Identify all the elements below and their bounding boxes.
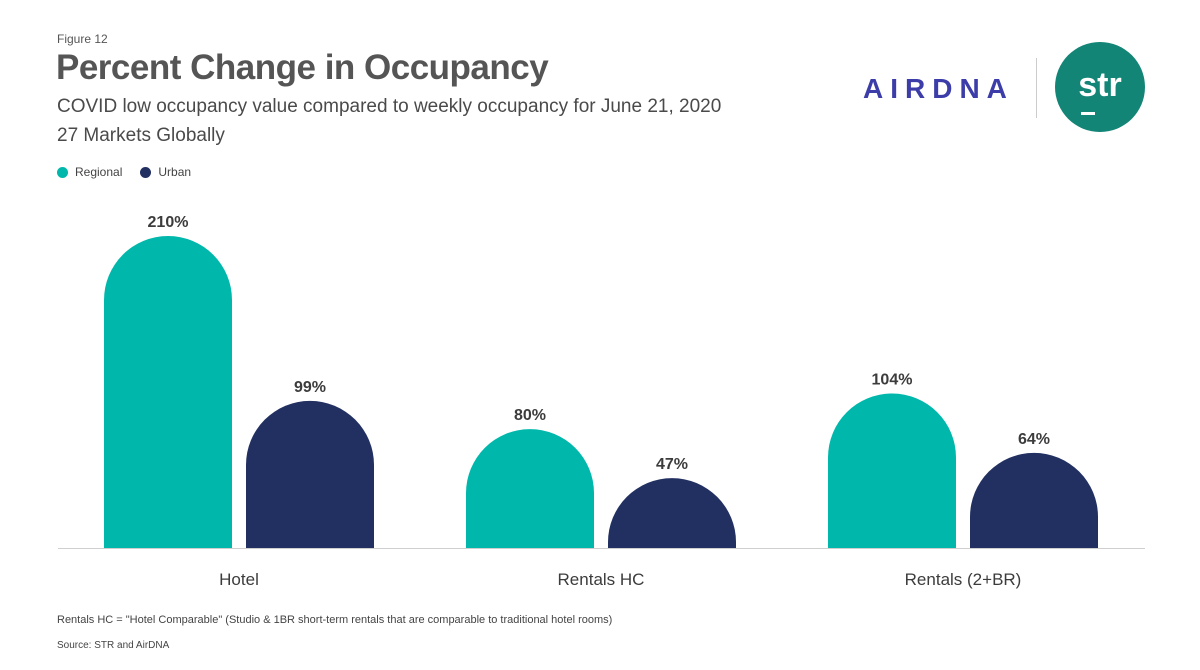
footnote: Rentals HC = "Hotel Comparable" (Studio … <box>57 614 613 626</box>
data-label-regional-rentals-hc: 80% <box>514 407 546 424</box>
logos: AIRDNA str <box>860 40 1150 135</box>
legend-item-regional: Regional <box>57 165 122 179</box>
subtitle-line-1: COVID low occupancy value compared to we… <box>57 96 722 117</box>
bar-regional-rentals-2-br <box>828 393 956 548</box>
legend: Regional Urban <box>57 165 209 179</box>
legend-item-urban: Urban <box>140 165 191 179</box>
legend-swatch-regional <box>57 166 68 178</box>
chart-title: Percent Change in Occupancy <box>56 48 549 87</box>
logo-divider <box>1036 58 1037 118</box>
bar-urban-hotel <box>246 400 374 548</box>
legend-label-regional: Regional <box>75 165 123 179</box>
x-tick-label-hotel: Hotel <box>219 570 259 589</box>
legend-label-urban: Urban <box>158 165 192 179</box>
legend-swatch-urban <box>140 166 152 178</box>
chart-subtitle: COVID low occupancy value compared to we… <box>57 92 721 150</box>
data-label-urban-rentals-hc: 47% <box>656 456 688 473</box>
str-logo-text: str <box>1078 66 1122 104</box>
figure-label: Figure 12 <box>57 32 108 46</box>
bar-regional-rentals-hc <box>466 429 594 548</box>
data-label-urban-rentals-2-br: 64% <box>1018 431 1050 448</box>
airdna-logo: AIRDNA <box>863 73 1014 104</box>
x-tick-label-rentals-2-br: Rentals (2+BR) <box>905 570 1022 589</box>
str-logo: str <box>1055 42 1145 132</box>
data-label-regional-hotel: 210% <box>148 214 189 231</box>
x-tick-label-rentals-hc: Rentals HC <box>558 570 645 589</box>
bar-urban-rentals-2-br <box>970 452 1098 548</box>
bar-urban-rentals-hc <box>608 478 736 548</box>
data-label-urban-hotel: 99% <box>294 379 326 396</box>
str-logo-underline <box>1081 112 1095 115</box>
subtitle-line-2: 27 Markets Globally <box>57 125 225 146</box>
source-note: Source: STR and AirDNA <box>57 640 170 651</box>
data-label-regional-rentals-2-br: 104% <box>872 371 913 388</box>
bar-regional-hotel <box>104 236 232 548</box>
